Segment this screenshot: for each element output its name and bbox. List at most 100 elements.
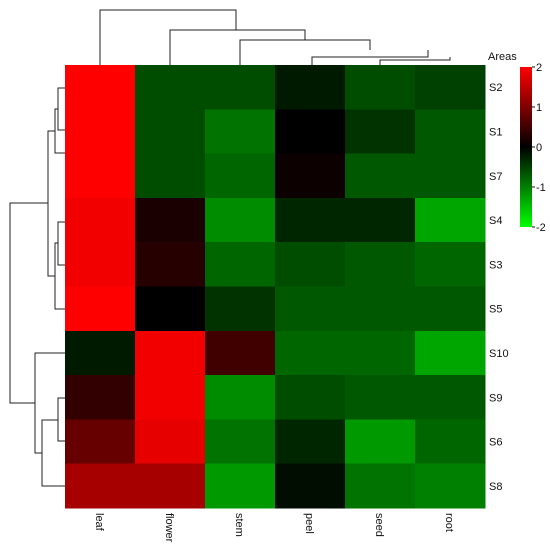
heatmap-cell-S6-flower (135, 419, 206, 465)
column-dendrogram-branch (169, 29, 306, 65)
row-dendrogram (9, 87, 65, 487)
row-label: S5 (489, 304, 502, 316)
heatmap-cell-S1-root (415, 109, 486, 155)
heatmap-cell-S5-stem (205, 286, 276, 332)
column-dendrogram-branch (99, 9, 237, 65)
heatmap-cell-S5-flower (135, 286, 206, 332)
legend-tick-label: 1 (536, 102, 542, 114)
heatmap-cell-S9-peel (275, 375, 346, 420)
heatmap-cell-S1-seed (345, 109, 416, 155)
legend-ticks: 2 1 0 -1 -2 (532, 62, 546, 234)
heatmap-cell-S8-leaf (65, 463, 136, 509)
heatmap-cell-S9-flower (135, 375, 206, 420)
heatmap-cell-S8-root (415, 463, 486, 509)
heatmap-cell-S3-flower (135, 242, 206, 287)
heatmap-cell-S1-peel (275, 109, 346, 155)
column-label: stem (233, 513, 245, 537)
heatmap-cell-S2-seed (345, 65, 416, 110)
column-dendrogram-branch (379, 57, 451, 65)
heatmap-cell-S10-seed (345, 330, 416, 376)
heatmap-cell-S2-flower (135, 65, 206, 110)
legend-tick-label: 0 (536, 142, 542, 154)
heatmap-cell-S6-leaf (65, 419, 136, 465)
heatmap-cell-S1-stem (205, 109, 276, 155)
heatmap-cell-S6-root (415, 419, 486, 465)
row-dendrogram-branch (57, 397, 65, 442)
row-label: S6 (489, 437, 502, 449)
heatmap-cell-S7-seed (345, 153, 416, 199)
legend-tick-label: -1 (536, 182, 546, 194)
heatmap-cell-S7-stem (205, 153, 276, 199)
heatmap-cell-S10-root (415, 330, 486, 376)
row-label: S4 (489, 215, 502, 227)
heatmap-cell-S7-flower (135, 153, 206, 199)
row-dendrogram-branch (41, 419, 65, 487)
heatmap-cell-S3-stem (205, 242, 276, 287)
row-labels: S2 S1 S7 S4 S3 S5 S10 S9 S6 S8 (489, 82, 509, 493)
heatmap-cell-S2-peel (275, 65, 346, 110)
heatmap-cell-S1-leaf (65, 109, 136, 155)
row-dendrogram-branch (57, 221, 65, 266)
heatmap-cell-S4-seed (345, 197, 416, 243)
heatmap-cell-S4-flower (135, 197, 206, 243)
heatmap-cell-S4-stem (205, 197, 276, 243)
row-label: S9 (489, 392, 502, 404)
row-dendrogram-branch (34, 352, 65, 454)
heatmap-cell-S8-flower (135, 463, 206, 509)
heatmap-cell-S7-root (415, 153, 486, 199)
heatmap-cell-S4-peel (275, 197, 346, 243)
heatmap-cell-S6-seed (345, 419, 416, 465)
heatmap-cell-S10-flower (135, 330, 206, 376)
heatmap-cell-S4-leaf (65, 197, 136, 243)
column-label: leaf (93, 513, 105, 532)
heatmap-cell-S7-peel (275, 153, 346, 199)
row-label: S10 (489, 348, 509, 360)
column-dendrogram (99, 9, 451, 65)
heatmap-cell-S8-peel (275, 463, 346, 509)
heatmap-cell-S3-peel (275, 242, 346, 287)
legend-color-bar (520, 67, 532, 227)
column-dendrogram-branch (311, 50, 429, 65)
row-dendrogram-branch (47, 130, 55, 277)
legend-tick-label: 2 (536, 62, 542, 74)
row-dendrogram-branch (57, 87, 65, 131)
column-label: flower (163, 513, 175, 543)
heatmap-cell-S5-leaf (65, 286, 136, 332)
heatmap-cells (65, 65, 486, 509)
column-label: peel (303, 513, 315, 534)
heatmap-cell-S6-peel (275, 419, 346, 465)
row-dendrogram-branch (54, 108, 65, 154)
heatmap-cell-S2-leaf (65, 65, 136, 110)
heatmap-cell-S10-leaf (65, 330, 136, 376)
heatmap-cell-S2-stem (205, 65, 276, 110)
heatmap-cell-S9-seed (345, 375, 416, 420)
heatmap-cell-S9-root (415, 375, 486, 420)
row-label: S1 (489, 126, 502, 138)
heatmap-cell-S9-stem (205, 375, 276, 420)
row-dendrogram-branch (9, 202, 48, 404)
heatmap-cell-S5-seed (345, 286, 416, 332)
heatmap-cell-S10-stem (205, 330, 276, 376)
heatmap-cell-S3-root (415, 242, 486, 287)
heatmap-cell-S2-root (415, 65, 486, 110)
heatmap-cell-S3-seed (345, 242, 416, 287)
heatmap-cell-S7-leaf (65, 153, 136, 199)
heatmap-cell-S5-root (415, 286, 486, 332)
row-label: S8 (489, 481, 502, 493)
row-label: S7 (489, 171, 502, 183)
column-dendrogram-branch (239, 39, 371, 65)
column-label: seed (373, 513, 385, 537)
row-label: S2 (489, 82, 502, 94)
heatmap-cell-S8-seed (345, 463, 416, 509)
heatmap-cell-S4-root (415, 197, 486, 243)
row-label: S3 (489, 259, 502, 271)
heatmap-cell-S10-peel (275, 330, 346, 376)
heatmap-cell-S6-stem (205, 419, 276, 465)
column-labels: leaf flower stem peel seed root (93, 513, 455, 543)
legend-title: Areas (488, 51, 517, 63)
column-label: root (443, 513, 455, 532)
heatmap-cell-S3-leaf (65, 242, 136, 287)
heatmap-cell-S1-flower (135, 109, 206, 155)
legend-tick-label: -2 (536, 222, 546, 234)
